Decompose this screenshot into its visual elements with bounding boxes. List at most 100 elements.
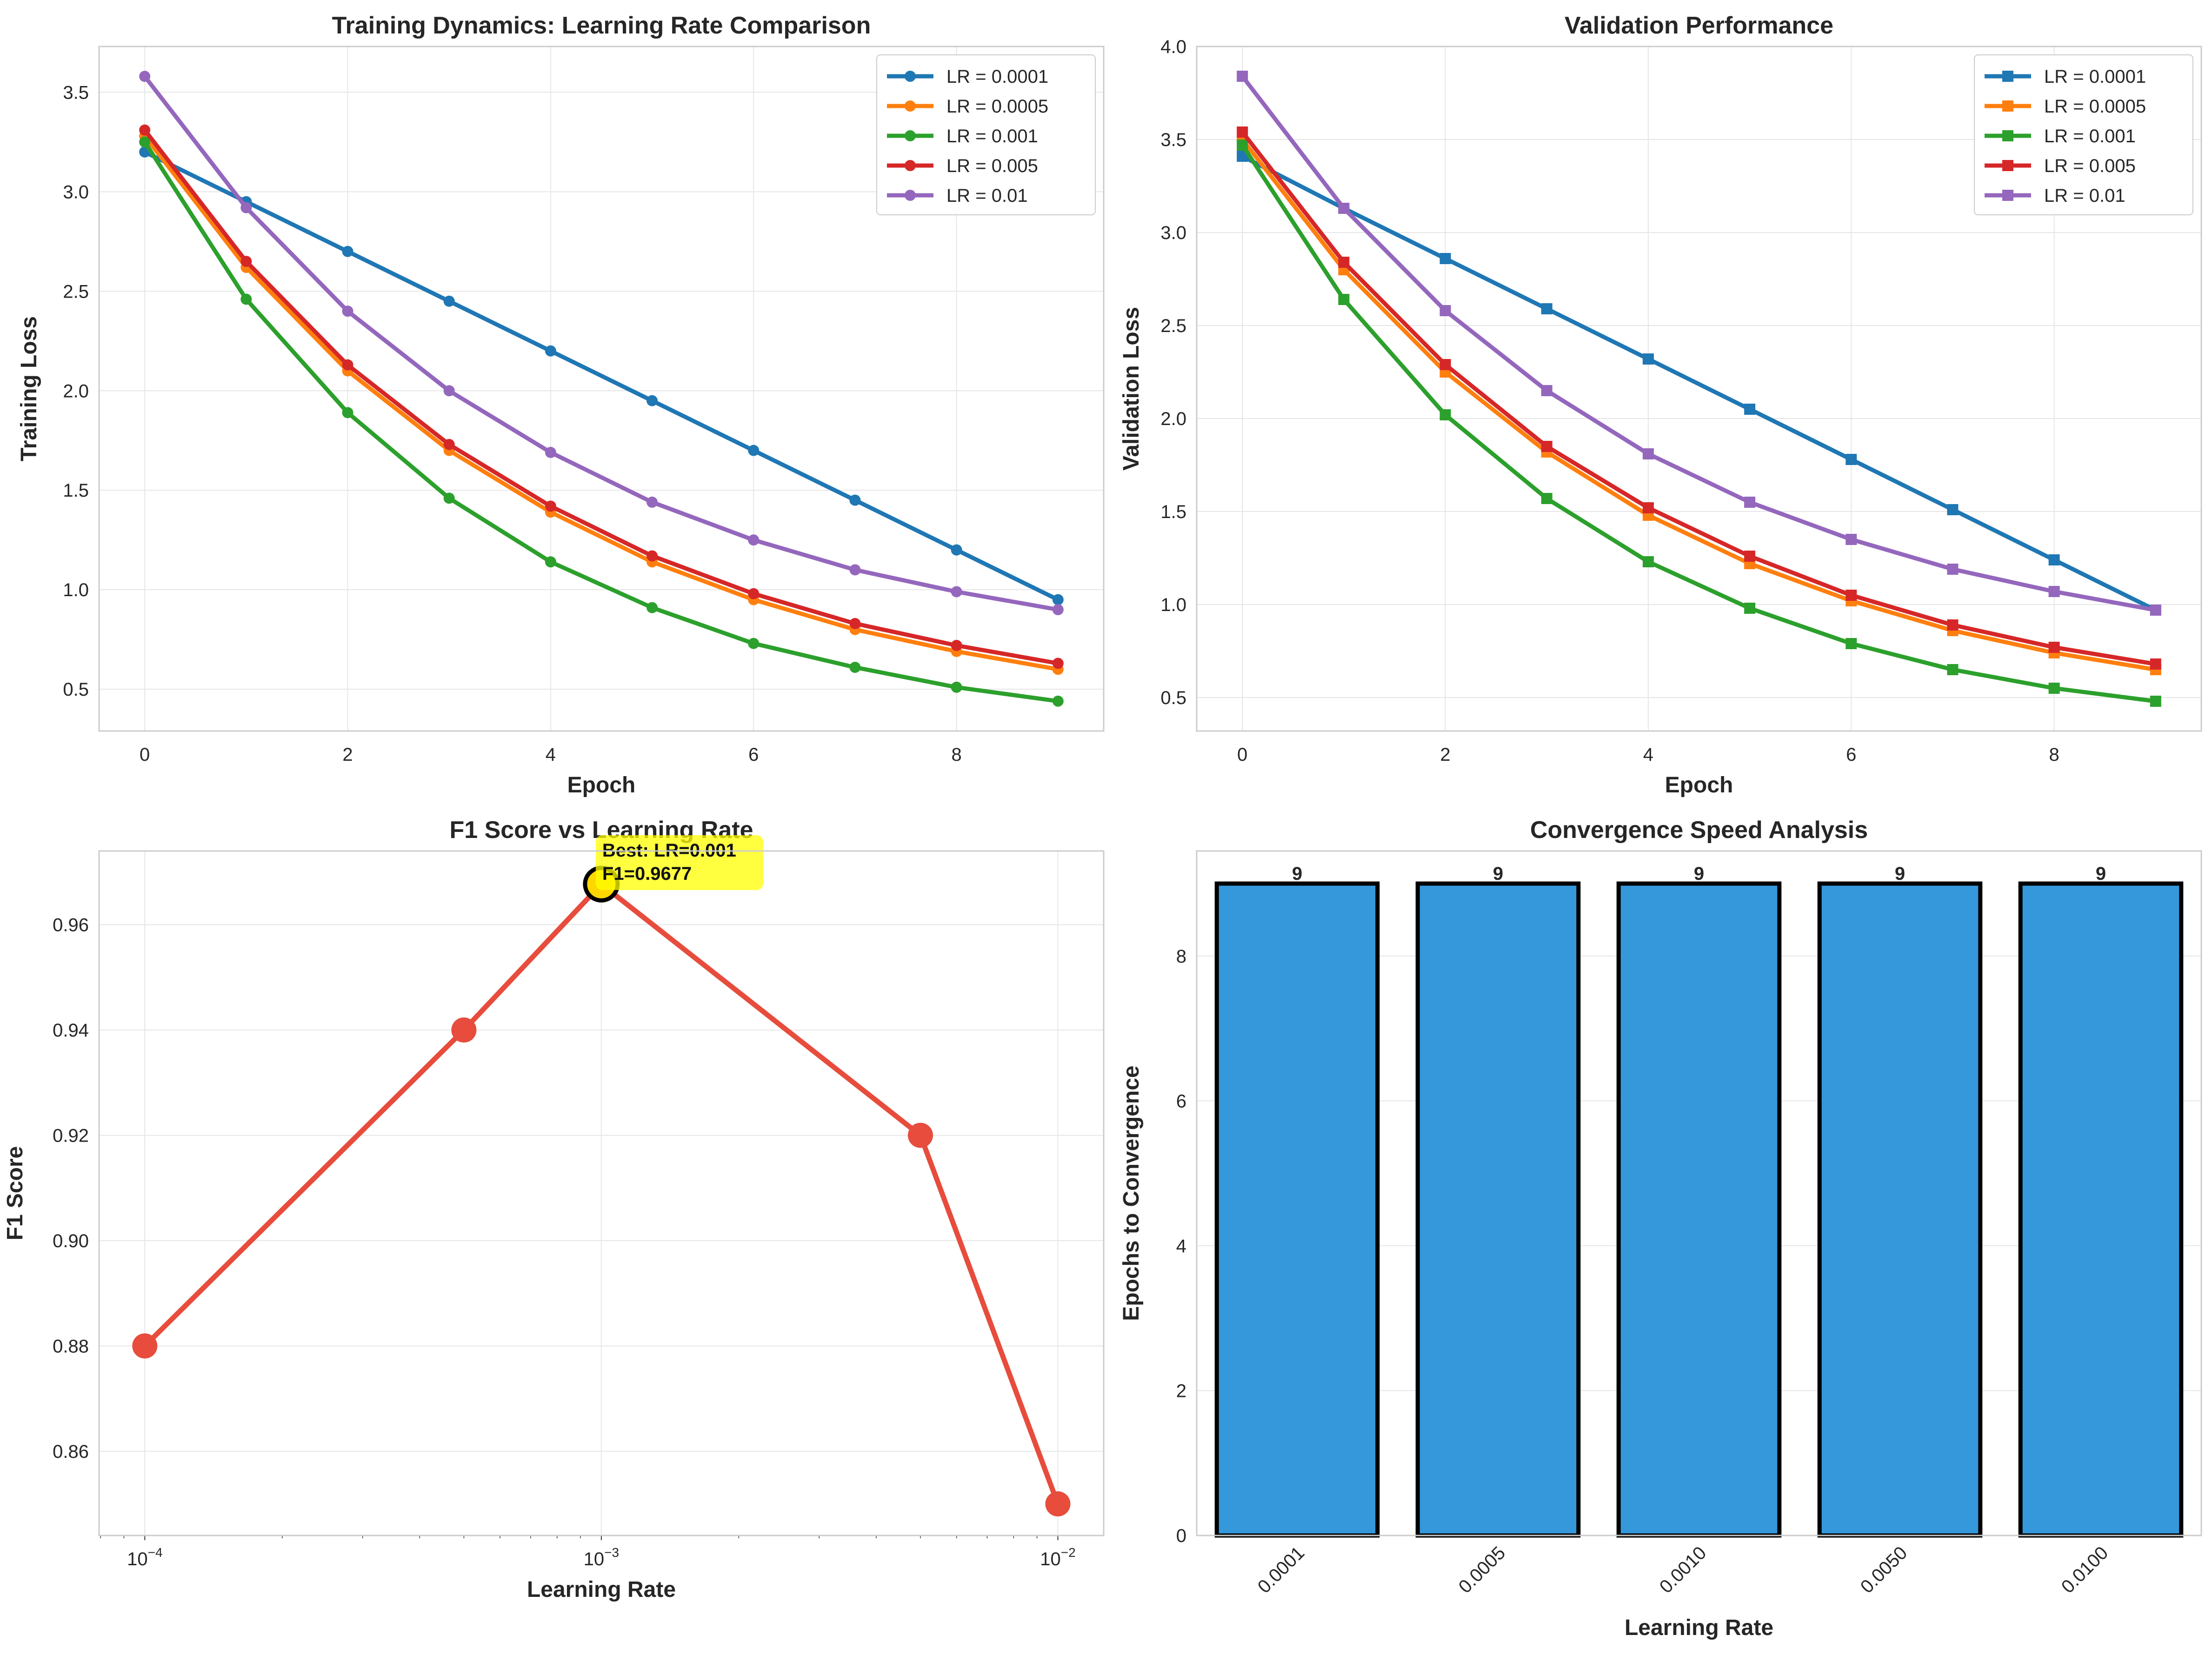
bar xyxy=(1214,881,1380,1538)
legend-label: LR = 0.0005 xyxy=(2044,96,2146,117)
legend-swatch-marker xyxy=(905,160,916,171)
data-point xyxy=(1744,404,1756,415)
data-point xyxy=(907,1123,933,1148)
x-tick-label: 0 xyxy=(1237,744,1247,765)
data-point xyxy=(545,556,556,568)
data-point xyxy=(2048,554,2060,565)
data-point xyxy=(443,439,455,450)
series-line xyxy=(143,140,1059,704)
data-point xyxy=(139,71,151,82)
series-LR = 0.005 xyxy=(1237,126,2161,670)
data-point xyxy=(1338,257,1350,268)
annotation-text: F1=0.9677 xyxy=(602,864,692,884)
validation-loss-chart: 0.5 1.0 1.5 2.0 2.5 3.0 3.5 4.0 0 2 4 6 8 LR = 0.000… xyxy=(1119,12,2202,798)
y-axis-label: F1 Score xyxy=(3,1146,27,1241)
y-axis-label: Epochs to Convergence xyxy=(1119,1065,1144,1321)
plot-border xyxy=(98,850,1105,1536)
bar-value-label: 9 xyxy=(2096,864,2106,884)
legend-box xyxy=(876,54,1096,215)
series-LR = 0.001 xyxy=(139,136,1064,707)
series-LR = 0.005 xyxy=(139,124,1064,669)
legend: LR = 0.0001 LR = 0.0005 LR = 0.001 LR = 0.0… xyxy=(1974,54,2193,215)
x-axis-label: Epoch xyxy=(1665,773,1733,798)
data-point xyxy=(2150,696,2161,707)
data-point xyxy=(1642,556,1654,567)
data-point xyxy=(748,588,760,599)
data-point xyxy=(1642,448,1654,459)
bar-value-label: 9 xyxy=(1493,864,1503,884)
legend-label: LR = 0.0001 xyxy=(946,66,1048,87)
y-tick-label: 0.96 xyxy=(53,915,89,936)
x-tick-label: 8 xyxy=(952,744,962,765)
legend-label: LR = 0.005 xyxy=(946,156,1038,176)
data-point xyxy=(342,306,353,317)
data-point xyxy=(849,564,861,576)
series-line xyxy=(1240,138,2156,672)
data-point xyxy=(2048,642,2060,653)
data-point xyxy=(951,544,962,556)
legend-label: LR = 0.0001 xyxy=(2044,66,2146,87)
legend-box xyxy=(1974,54,2193,215)
y-tick-label: 1.5 xyxy=(63,480,89,501)
legend: LR = 0.0001 LR = 0.0005 LR = 0.001 LR = 0.0… xyxy=(876,54,1096,215)
data-point xyxy=(443,295,455,307)
legend-swatch-marker xyxy=(905,71,916,82)
data-point xyxy=(748,534,760,546)
y-tick-label: 4.0 xyxy=(1160,37,1186,57)
y-tick-label: 1.0 xyxy=(63,580,89,600)
data-point xyxy=(443,492,455,504)
tick-labels: 0.86 0.88 0.90 0.92 0.94 0.96 10−4 10−3 10−2 xyxy=(53,915,1076,1569)
legend-label: LR = 0.005 xyxy=(2044,156,2136,176)
series-line xyxy=(144,150,1059,602)
series-line xyxy=(1240,144,2156,704)
data-point xyxy=(1947,564,1959,575)
data-point xyxy=(646,602,658,613)
legend-label: LR = 0.0005 xyxy=(946,96,1048,117)
y-tick-label: 0.94 xyxy=(53,1020,89,1041)
data-point xyxy=(1846,590,1857,601)
series-LR = 0.01 xyxy=(1237,71,2161,616)
series-LR = 0.01 xyxy=(139,71,1064,615)
plot-border xyxy=(1196,46,2202,732)
y-tick-label: 0.86 xyxy=(53,1442,89,1462)
data-point xyxy=(2048,683,2060,694)
data-point xyxy=(1439,305,1451,316)
bar-value-label: 9 xyxy=(1895,864,1905,884)
data-point xyxy=(1744,551,1756,562)
y-tick-label: 0.88 xyxy=(53,1336,89,1356)
data-point xyxy=(849,494,861,506)
gridlines xyxy=(99,851,1104,1535)
y-tick-label: 3.5 xyxy=(63,82,89,103)
legend-swatch-marker xyxy=(2002,160,2013,171)
y-tick-label: 1.0 xyxy=(1160,595,1186,615)
x-tick-label: 10−3 xyxy=(584,1545,619,1569)
series-line xyxy=(1241,154,2157,612)
data-point xyxy=(1541,493,1552,504)
data-point xyxy=(1744,497,1756,508)
data-point xyxy=(2150,605,2161,616)
y-tick-label: 0.5 xyxy=(1160,688,1186,708)
bar-value-label: 9 xyxy=(1694,864,1704,884)
data-point xyxy=(1052,695,1064,707)
legend-swatch-marker xyxy=(905,190,916,201)
bar xyxy=(1616,881,1782,1538)
data-point xyxy=(748,638,760,649)
legend-label: LR = 0.001 xyxy=(2044,126,2136,146)
y-tick-label: 2.5 xyxy=(1160,316,1186,336)
data-point xyxy=(443,385,455,397)
y-tick-label: 2.0 xyxy=(1160,409,1186,429)
data-point xyxy=(1439,409,1451,420)
y-axis-label: Validation Loss xyxy=(1119,307,1144,471)
data-point xyxy=(1045,1491,1071,1517)
x-axis-label: Epoch xyxy=(567,773,636,798)
y-tick-label: 3.0 xyxy=(1160,223,1186,243)
y-tick-label: 0.90 xyxy=(53,1231,89,1251)
data-series xyxy=(1237,71,2161,707)
data-point xyxy=(545,446,556,458)
bar xyxy=(1817,881,1983,1538)
data-point xyxy=(1947,664,1959,675)
y-axis-label: Training Loss xyxy=(17,316,41,461)
data-point xyxy=(646,496,658,508)
data-point xyxy=(1846,638,1857,649)
bar-value-label: 9 xyxy=(1292,864,1302,884)
